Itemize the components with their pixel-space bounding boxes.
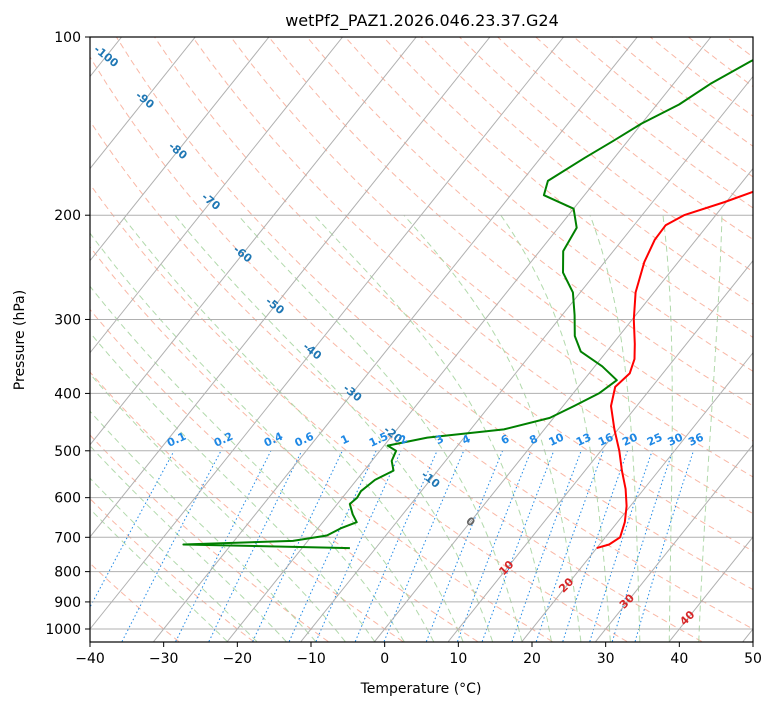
moist-adiabats <box>90 214 723 642</box>
isotherm <box>595 444 753 642</box>
isotherm <box>90 37 491 538</box>
moist-adiabat <box>313 214 552 642</box>
dry-adiabat <box>90 562 180 642</box>
y-tick-label: 200 <box>54 208 81 224</box>
x-tick-label: −30 <box>149 651 179 667</box>
isotherm <box>90 37 196 170</box>
moist-adiabat <box>90 331 376 642</box>
moist-adiabat <box>121 214 464 642</box>
x-tick-label: 10 <box>449 651 467 667</box>
mixing-ratio-line <box>457 450 532 642</box>
y-tick-label: 400 <box>54 386 81 402</box>
moist-adiabat <box>662 215 673 642</box>
chart-title: wetPf2_PAZ1.2026.046.23.37.G24 <box>285 11 559 31</box>
moist-adiabat <box>237 214 523 642</box>
moist-adiabat <box>90 373 346 642</box>
isotherm <box>226 37 712 642</box>
x-tick-label: −40 <box>75 651 105 667</box>
x-tick-label: 50 <box>744 651 762 667</box>
y-tick-label: 100 <box>54 30 81 46</box>
y-tick-label: 500 <box>54 444 81 460</box>
moist-adiabat <box>90 508 228 642</box>
mixing-ratio-line <box>589 450 653 642</box>
x-axis-ticks: −40 −30 −20 −10 0 10 20 30 40 50 <box>75 642 762 667</box>
dry-adiabat <box>90 183 628 642</box>
mixing-ratio-line <box>481 450 555 642</box>
dry-adiabat <box>90 120 702 642</box>
temperature-trace <box>596 190 753 550</box>
isotherm <box>521 351 753 642</box>
mixing-ratio-label: 10 <box>547 430 567 448</box>
moist-adiabat <box>698 215 723 642</box>
isotherm <box>153 37 638 642</box>
y-tick-label: 900 <box>54 595 81 611</box>
dry-adiabat <box>90 434 329 642</box>
y-tick-label: 800 <box>54 565 81 581</box>
dry-adiabat <box>115 37 753 591</box>
mixing-ratio-line <box>354 450 438 642</box>
plot-frame <box>89 36 754 643</box>
moist-adiabat <box>90 232 435 642</box>
moist-adiabat <box>90 477 258 642</box>
dry-adiabat <box>382 37 753 338</box>
mixing-ratio-line <box>562 450 628 642</box>
isotherm <box>668 536 753 642</box>
dry-adiabat <box>90 55 753 630</box>
y-axis-ticks: 100 200 300 400 500 600 700 800 900 1000 <box>45 30 90 638</box>
dry-adiabat <box>154 37 753 552</box>
mixing-ratio-line <box>535 450 604 642</box>
x-tick-label: 40 <box>670 651 688 667</box>
mixing-ratio-label: 36 <box>686 430 706 448</box>
mixing-ratio-line <box>425 450 504 642</box>
moist-adiabat <box>589 215 641 642</box>
mixing-ratio-label: 30 <box>666 430 686 448</box>
mixing-ratio-line <box>611 450 674 642</box>
x-tick-label: 20 <box>523 651 541 667</box>
moist-adiabat <box>174 214 493 642</box>
pressure-gridlines <box>90 37 753 630</box>
mixing-ratio-line <box>511 450 582 642</box>
moist-adiabat <box>90 445 287 642</box>
x-tick-label: −10 <box>296 651 326 667</box>
isotherms <box>90 37 753 642</box>
mixing-ratio-label: 25 <box>645 431 664 449</box>
dewpoint-trace <box>182 59 753 550</box>
y-tick-label: 700 <box>54 530 81 546</box>
dry-adiabat <box>90 246 553 642</box>
mixing-ratio-line <box>90 450 175 609</box>
x-tick-label: −20 <box>223 651 253 667</box>
x-tick-label: 0 <box>380 651 389 667</box>
x-tick-label: 30 <box>597 651 615 667</box>
mixing-ratio-label: 13 <box>574 431 593 449</box>
y-tick-label: 1000 <box>45 622 81 638</box>
isotherm <box>90 37 343 354</box>
y-tick-label: 600 <box>54 491 81 507</box>
isotherm <box>374 167 753 642</box>
moist-adiabat <box>90 285 405 642</box>
isotherm <box>300 75 753 642</box>
moist-adiabat <box>90 410 317 642</box>
isotherm <box>90 37 564 630</box>
isotherm <box>90 37 270 262</box>
y-axis-label: Pressure (hPa) <box>12 290 28 390</box>
mixing-ratio-label: 20 <box>620 430 640 448</box>
dry-adiabat <box>90 308 478 642</box>
isotherm <box>90 37 417 446</box>
moist-adiabat <box>500 214 611 642</box>
dry-adiabat <box>344 37 753 372</box>
mixing-ratio-line <box>175 450 272 642</box>
x-axis-label: Temperature (°C) <box>360 681 482 697</box>
y-tick-label: 300 <box>54 312 81 328</box>
sounding-series <box>182 59 753 550</box>
mixing-ratio-label: 16 <box>596 430 616 448</box>
mixing-ratio-line <box>315 450 402 642</box>
isotherm <box>447 259 753 642</box>
